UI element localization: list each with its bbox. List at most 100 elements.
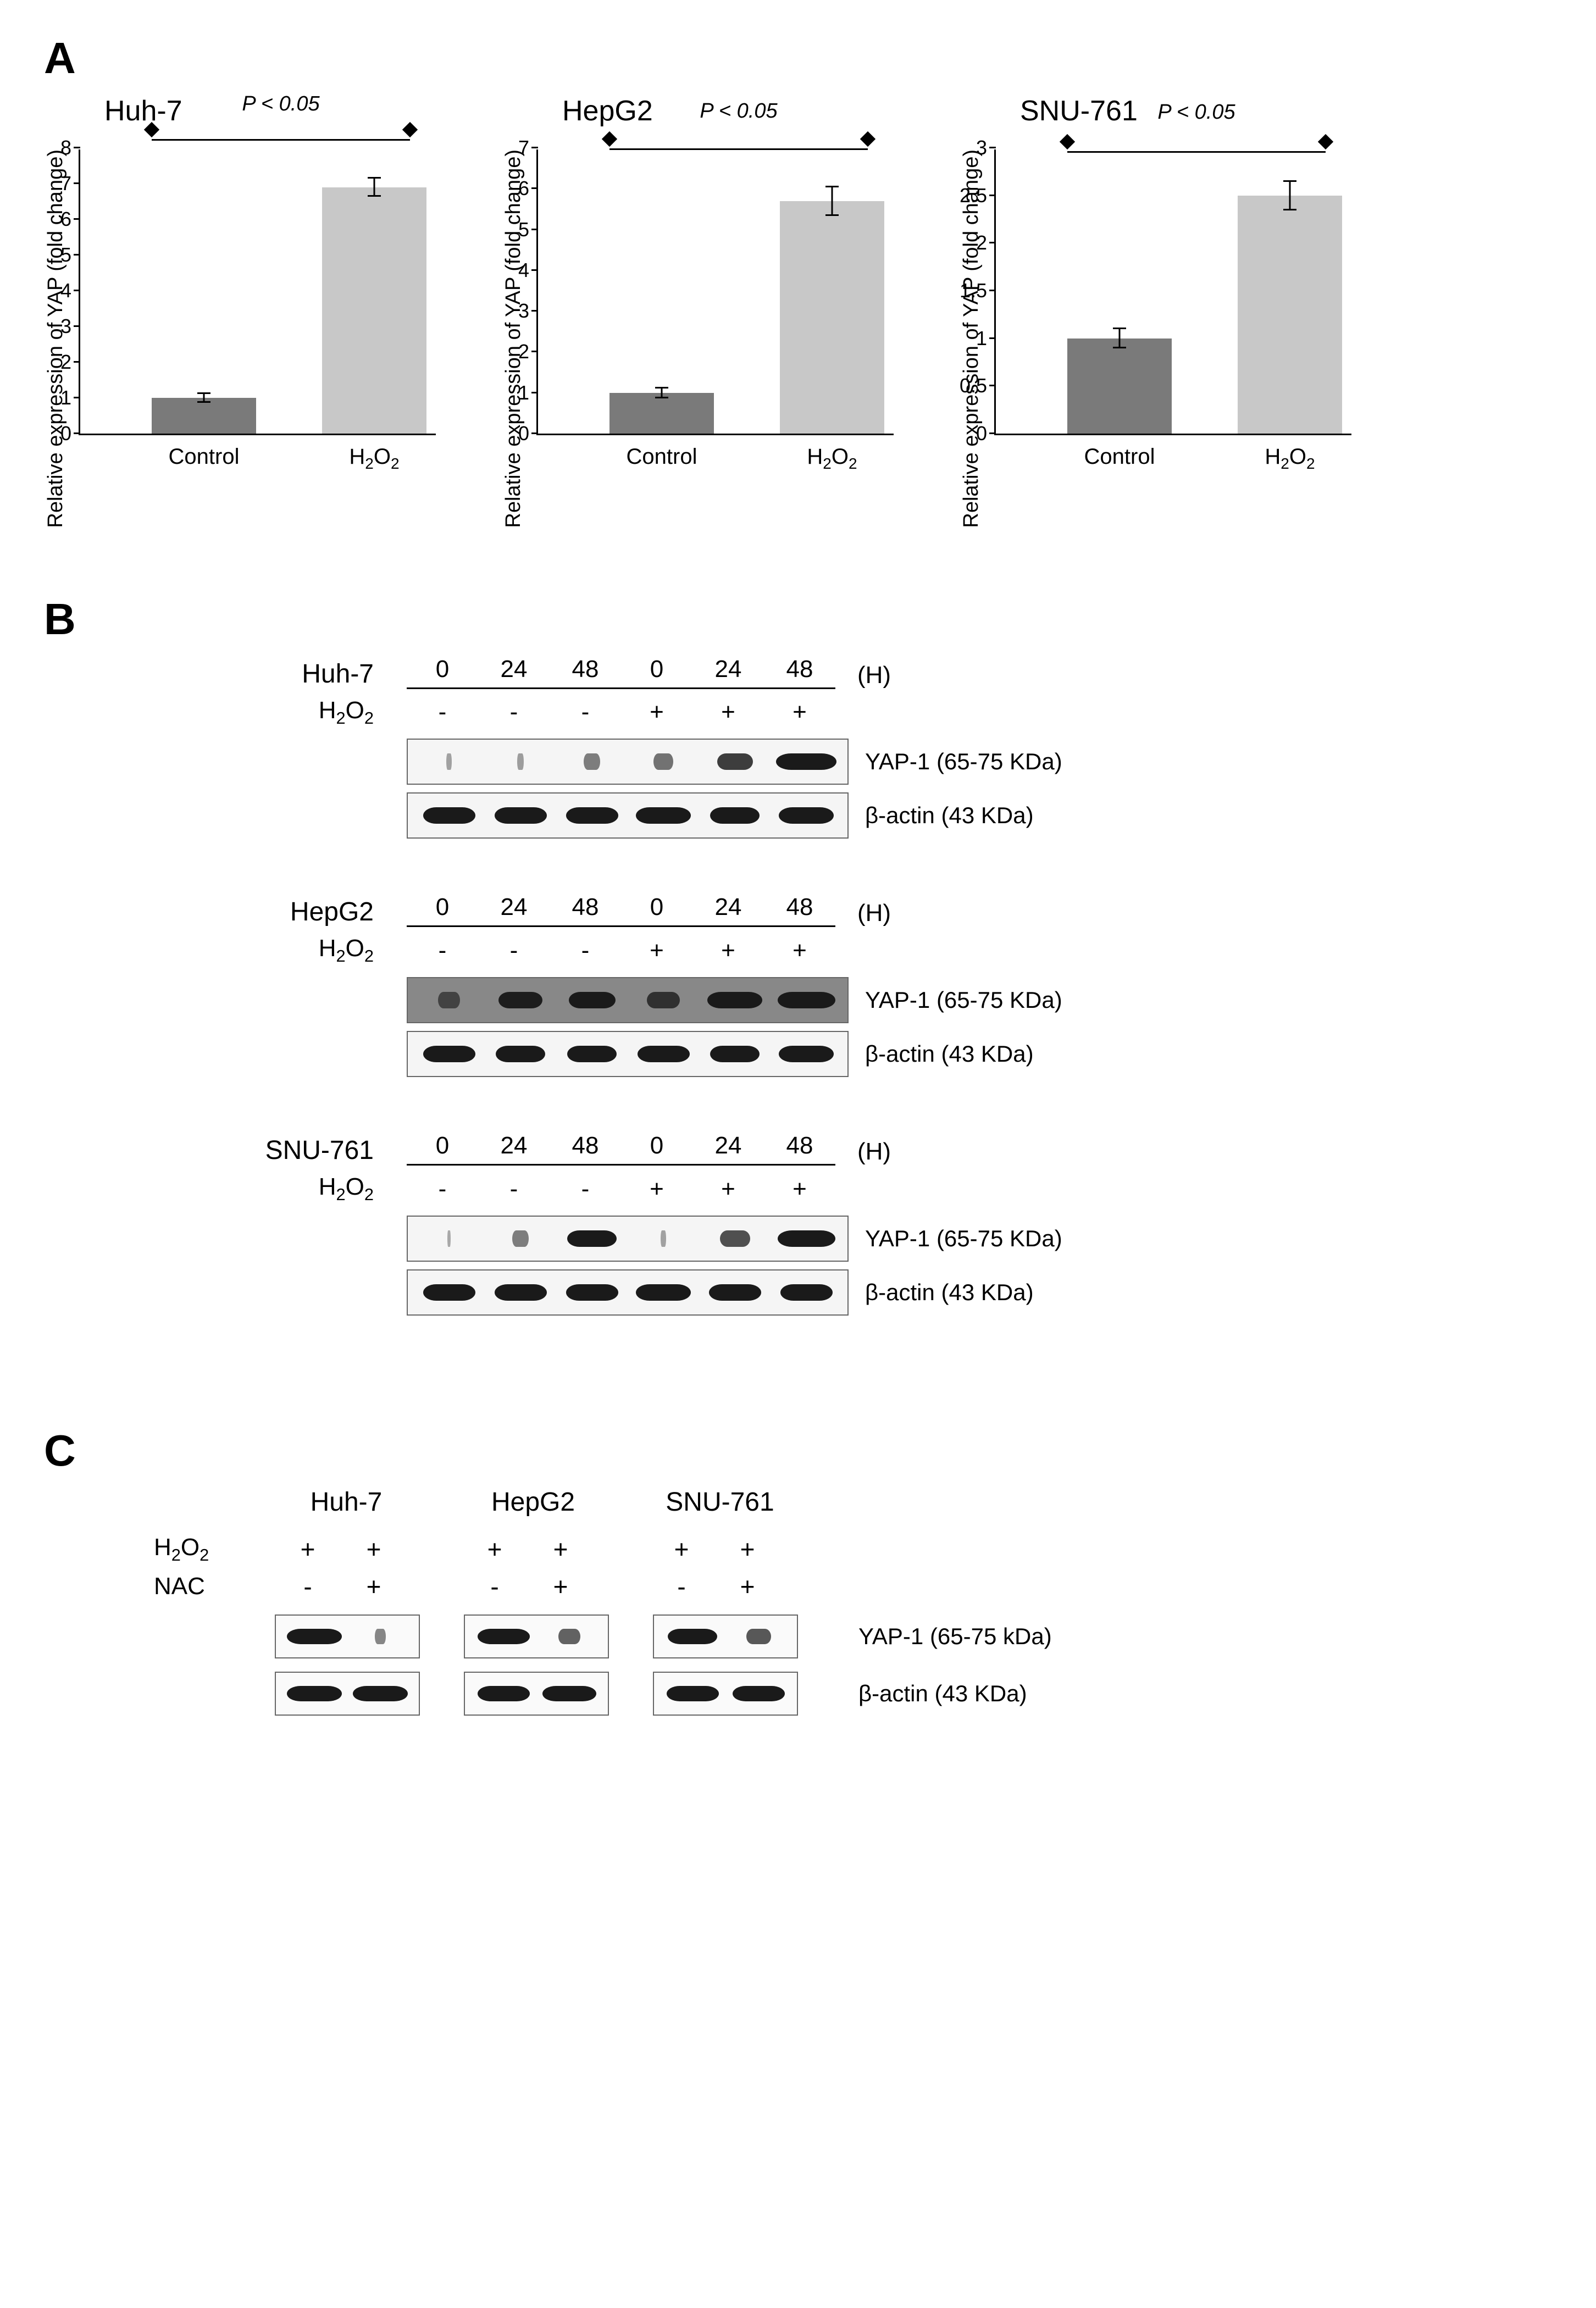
panel-b-content: Huh-70244802448(H)H2O2---+++YAP-1 (65-75… bbox=[264, 656, 1552, 1316]
c-cell-line: Huh-7 bbox=[275, 1487, 418, 1517]
timepoint-label: 0 bbox=[407, 894, 478, 921]
treatment-mark: - bbox=[550, 937, 621, 964]
significance-line bbox=[152, 139, 410, 141]
cell-line-name: Huh-7 bbox=[264, 659, 407, 689]
protein-label-yap: YAP-1 (65-75 KDa) bbox=[865, 748, 1062, 775]
chart-title: HepG2 bbox=[562, 95, 653, 127]
bar-0 bbox=[1067, 339, 1172, 434]
x-tick-label: H2O2 bbox=[349, 434, 399, 473]
cell-line-name: SNU-761 bbox=[264, 1135, 407, 1166]
hours-label: (H) bbox=[857, 900, 891, 927]
treatment-mark: - bbox=[478, 698, 550, 726]
timepoint-label: 24 bbox=[692, 1132, 764, 1159]
protein-label-yap: YAP-1 (65-75 KDa) bbox=[865, 1225, 1062, 1252]
x-tick-label: Control bbox=[1084, 434, 1155, 469]
significance-line bbox=[609, 148, 868, 150]
x-tick-label: H2O2 bbox=[807, 434, 857, 473]
yap-blot bbox=[407, 739, 849, 785]
blot-group-2: SNU-7610244802448(H)H2O2---+++YAP-1 (65-… bbox=[264, 1132, 1552, 1316]
timepoint-label: 0 bbox=[407, 656, 478, 683]
treatment-mark: - bbox=[550, 1175, 621, 1203]
y-axis-label: Relative expression of YAP (fold change) bbox=[502, 149, 525, 528]
chart-0: Huh-7Relative expression of YAP (fold ch… bbox=[44, 95, 436, 528]
significance-text: P < 0.05 bbox=[1157, 101, 1235, 124]
protein-label-actin: β-actin (43 KDa) bbox=[865, 1279, 1034, 1306]
hours-label: (H) bbox=[857, 1138, 891, 1166]
timepoint-label: 48 bbox=[550, 656, 621, 683]
x-tick-label: Control bbox=[627, 434, 697, 469]
timepoint-label: 0 bbox=[621, 894, 692, 921]
protein-label-actin: β-actin (43 KDa) bbox=[865, 1041, 1034, 1067]
actin-blot bbox=[407, 792, 849, 839]
c-treatment-mark: + bbox=[528, 1572, 594, 1601]
treatment-name: H2O2 bbox=[264, 697, 407, 728]
treatment-mark: - bbox=[478, 937, 550, 964]
treatment-name: H2O2 bbox=[264, 1173, 407, 1205]
actin-blot bbox=[407, 1269, 849, 1316]
panel-a-label: A bbox=[44, 33, 1552, 84]
timepoint-label: 48 bbox=[764, 656, 835, 683]
c-yap-blot bbox=[275, 1615, 420, 1658]
c-cell-line: SNU-761 bbox=[649, 1487, 791, 1517]
treatment-mark: + bbox=[692, 698, 764, 726]
treatment-mark: + bbox=[764, 937, 835, 964]
bar-0 bbox=[609, 393, 714, 434]
c-yap-blot bbox=[464, 1615, 609, 1658]
timepoint-label: 24 bbox=[478, 656, 550, 683]
bar-1 bbox=[780, 201, 884, 434]
c-actin-blot bbox=[653, 1672, 798, 1716]
panel-a-charts: Huh-7Relative expression of YAP (fold ch… bbox=[44, 95, 1552, 528]
timepoint-label: 0 bbox=[621, 1132, 692, 1159]
timepoint-label: 48 bbox=[764, 894, 835, 921]
hours-label: (H) bbox=[857, 662, 891, 689]
y-axis-label: Relative expression of YAP (fold change) bbox=[44, 149, 68, 528]
timepoint-label: 48 bbox=[764, 1132, 835, 1159]
plot-area: 01234567ControlH2O2P < 0.05 bbox=[536, 149, 894, 435]
treatment-mark: - bbox=[407, 1175, 478, 1203]
actin-blot bbox=[407, 1031, 849, 1077]
timepoint-label: 24 bbox=[478, 894, 550, 921]
c-treatment-name: H2O2 bbox=[154, 1534, 275, 1565]
treatment-name: H2O2 bbox=[264, 935, 407, 966]
panel-b-label: B bbox=[44, 594, 1552, 645]
c-treatment-mark: - bbox=[649, 1572, 714, 1601]
treatment-mark: + bbox=[621, 1175, 692, 1203]
c-treatment-mark: + bbox=[341, 1572, 407, 1601]
treatment-mark: + bbox=[621, 937, 692, 964]
c-treatment-mark: - bbox=[462, 1572, 528, 1601]
bar-1 bbox=[1238, 196, 1342, 434]
panel-c-content: Huh-7HepG2SNU-761H2O2++++++NAC-+-+-+YAP-… bbox=[154, 1487, 1552, 1716]
timepoint-label: 48 bbox=[550, 1132, 621, 1159]
treatment-mark: - bbox=[478, 1175, 550, 1203]
timepoint-label: 48 bbox=[550, 894, 621, 921]
plot-area: 012345678ControlH2O2P < 0.05 bbox=[79, 149, 436, 435]
blot-group-1: HepG20244802448(H)H2O2---+++YAP-1 (65-75… bbox=[264, 894, 1552, 1077]
panel-c-label: C bbox=[44, 1425, 1552, 1476]
c-treatment-mark: - bbox=[275, 1572, 341, 1601]
c-actin-blot bbox=[275, 1672, 420, 1716]
c-treatment-mark: + bbox=[341, 1534, 407, 1564]
timepoint-label: 24 bbox=[692, 656, 764, 683]
yap-blot bbox=[407, 1216, 849, 1262]
chart-title: SNU-761 bbox=[1020, 95, 1138, 127]
timepoint-label: 0 bbox=[407, 1132, 478, 1159]
c-yap-blot bbox=[653, 1615, 798, 1658]
protein-label-actin: β-actin (43 KDa) bbox=[865, 802, 1034, 829]
bar-1 bbox=[322, 187, 426, 434]
significance-line bbox=[1067, 151, 1326, 153]
treatment-mark: + bbox=[764, 698, 835, 726]
blot-group-0: Huh-70244802448(H)H2O2---+++YAP-1 (65-75… bbox=[264, 656, 1552, 839]
c-cell-line: HepG2 bbox=[462, 1487, 605, 1517]
timepoint-label: 24 bbox=[692, 894, 764, 921]
treatment-mark: + bbox=[692, 937, 764, 964]
treatment-mark: + bbox=[692, 1175, 764, 1203]
protein-label-actin: β-actin (43 KDa) bbox=[858, 1680, 1027, 1707]
c-treatment-mark: + bbox=[275, 1534, 341, 1564]
bar-0 bbox=[152, 398, 256, 434]
c-treatment-mark: + bbox=[649, 1534, 714, 1564]
significance-text: P < 0.05 bbox=[700, 99, 777, 123]
significance-text: P < 0.05 bbox=[242, 92, 319, 116]
treatment-mark: + bbox=[764, 1175, 835, 1203]
cell-line-name: HepG2 bbox=[264, 897, 407, 927]
yap-blot bbox=[407, 977, 849, 1023]
